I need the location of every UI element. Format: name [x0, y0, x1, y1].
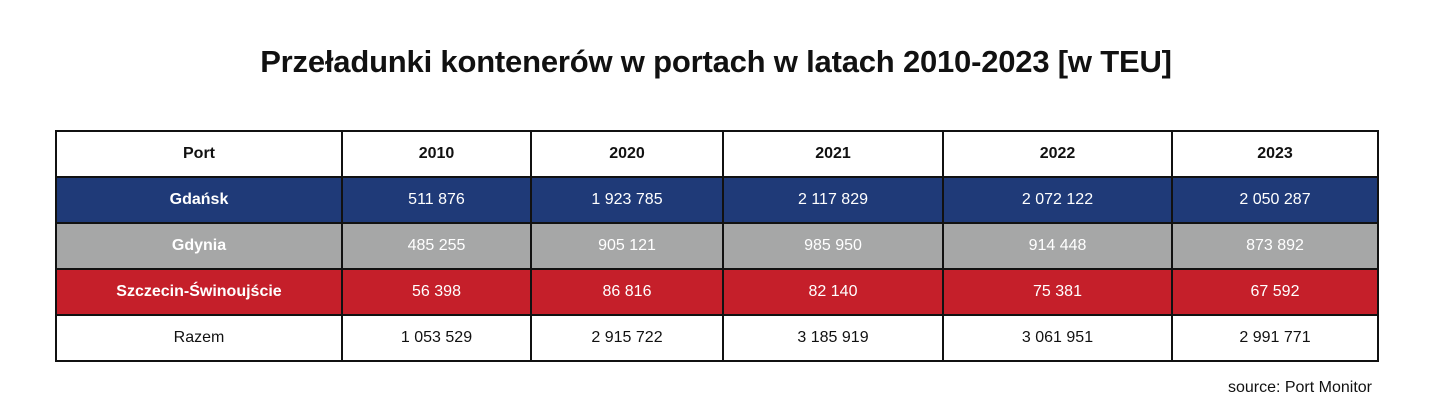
teu-table: Port 2010 2020 2021 2022 2023 Gdańsk 511…: [55, 130, 1379, 362]
row-gdansk: Gdańsk 511 876 1 923 785 2 117 829 2 072…: [55, 176, 1379, 224]
value-cell-2022: 914 448: [942, 222, 1173, 270]
total-cell-2021: 3 185 919: [722, 314, 944, 362]
value-cell-2010: 56 398: [341, 268, 532, 316]
total-cell-2020: 2 915 722: [530, 314, 724, 362]
header-cell-2021: 2021: [722, 130, 944, 178]
port-cell: Gdańsk: [55, 176, 343, 224]
row-szczecin-swinoujscie: Szczecin-Świnoujście 56 398 86 816 82 14…: [55, 268, 1379, 316]
total-cell-2022: 3 061 951: [942, 314, 1173, 362]
total-cell-2010: 1 053 529: [341, 314, 532, 362]
value-cell-2021: 82 140: [722, 268, 944, 316]
header-cell-2010: 2010: [341, 130, 532, 178]
value-cell-2020: 905 121: [530, 222, 724, 270]
value-cell-2021: 2 117 829: [722, 176, 944, 224]
value-cell-2010: 485 255: [341, 222, 532, 270]
header-cell-2022: 2022: [942, 130, 1173, 178]
header-cell-port: Port: [55, 130, 343, 178]
row-gdynia: Gdynia 485 255 905 121 985 950 914 448 8…: [55, 222, 1379, 270]
value-cell-2022: 75 381: [942, 268, 1173, 316]
value-cell-2022: 2 072 122: [942, 176, 1173, 224]
chart-title: Przeładunki kontenerów w portach w latac…: [260, 44, 1172, 79]
total-cell-2023: 2 991 771: [1171, 314, 1379, 362]
table-header-row: Port 2010 2020 2021 2022 2023: [55, 130, 1379, 178]
value-cell-2023: 873 892: [1171, 222, 1379, 270]
port-cell: Gdynia: [55, 222, 343, 270]
header-cell-2020: 2020: [530, 130, 724, 178]
value-cell-2010: 511 876: [341, 176, 532, 224]
port-cell: Szczecin-Świnoujście: [55, 268, 343, 316]
header-cell-2023: 2023: [1171, 130, 1379, 178]
value-cell-2023: 2 050 287: [1171, 176, 1379, 224]
value-cell-2020: 86 816: [530, 268, 724, 316]
value-cell-2021: 985 950: [722, 222, 944, 270]
value-cell-2023: 67 592: [1171, 268, 1379, 316]
value-cell-2020: 1 923 785: [530, 176, 724, 224]
source-note: source: Port Monitor: [1227, 379, 1372, 396]
total-label-cell: Razem: [55, 314, 343, 362]
row-total: Razem 1 053 529 2 915 722 3 185 919 3 06…: [55, 314, 1379, 362]
